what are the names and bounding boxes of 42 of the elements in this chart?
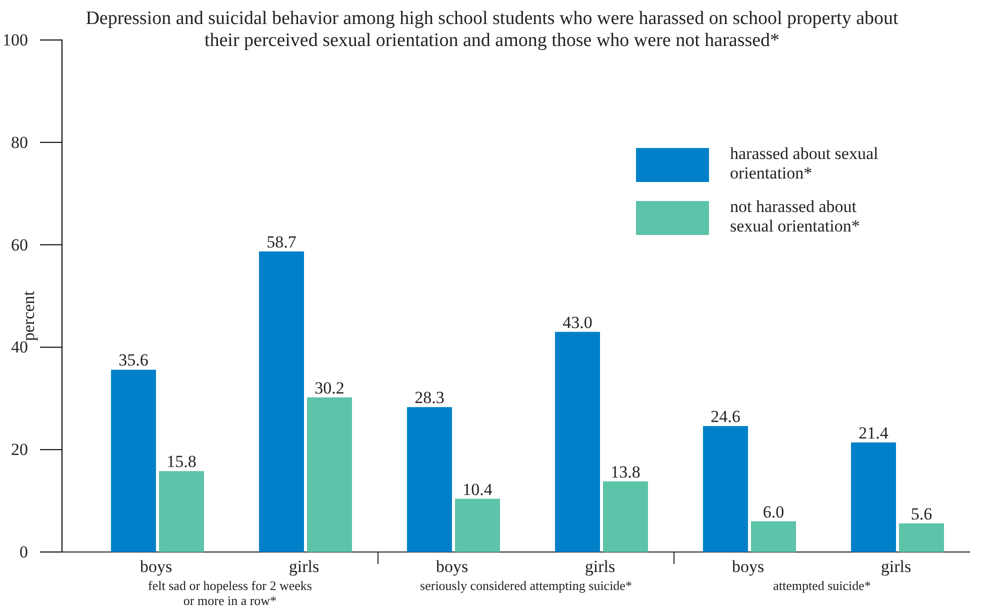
legend-label: not harassed about sexual orientation* [730,197,860,236]
bar [899,523,944,552]
text: seriously considered attempting suicide* [420,578,632,593]
bar [259,251,304,552]
x-tick-label: boys [140,557,172,576]
data-label: 28.3 [414,388,444,408]
data-label: 6.0 [762,502,784,522]
data-label: 5.6 [910,504,932,524]
y-tick-label: 100 [2,30,28,50]
bar [603,481,648,552]
bar [751,521,796,552]
bar [455,498,500,552]
text: attempted suicide* [773,578,871,593]
x-tick-label: girls [584,557,616,576]
bar [407,407,452,552]
x-tick-label: boys [436,557,468,576]
bar [111,370,156,552]
legend-label: harassed about sexual orientation* [730,144,879,183]
chart-title: Depression and suicidal behavior among high school students who were harassed on school property about their perceived sexual orientation and among those who were not harassed* [86,8,900,51]
data-label: 43.0 [562,312,592,332]
data-label: 21.4 [858,423,889,442]
x-tick-label: girls [880,557,912,576]
data-label: 10.4 [462,480,493,499]
data-label: 15.8 [166,452,196,472]
data-label: 35.6 [118,350,148,370]
y-axis-title: percent [19,290,38,342]
y-tick-label: 0 [20,542,28,562]
y-tick-label: 20 [11,440,28,460]
data-label: 13.8 [610,462,640,482]
y-tick-label: 80 [11,132,28,152]
text: felt sad or hopeless for 2 weeks or more in a row* [148,578,312,608]
data-label: 24.6 [710,407,740,426]
bar [555,332,600,552]
bar [851,442,896,552]
bar [307,397,352,552]
bar [159,471,204,552]
x-tick-label: boys [732,557,764,576]
x-tick-label: girls [288,557,320,576]
y-tick-label: 60 [11,235,28,254]
data-label: 30.2 [314,378,344,398]
data-label: 58.7 [266,232,297,252]
bar [703,426,748,552]
